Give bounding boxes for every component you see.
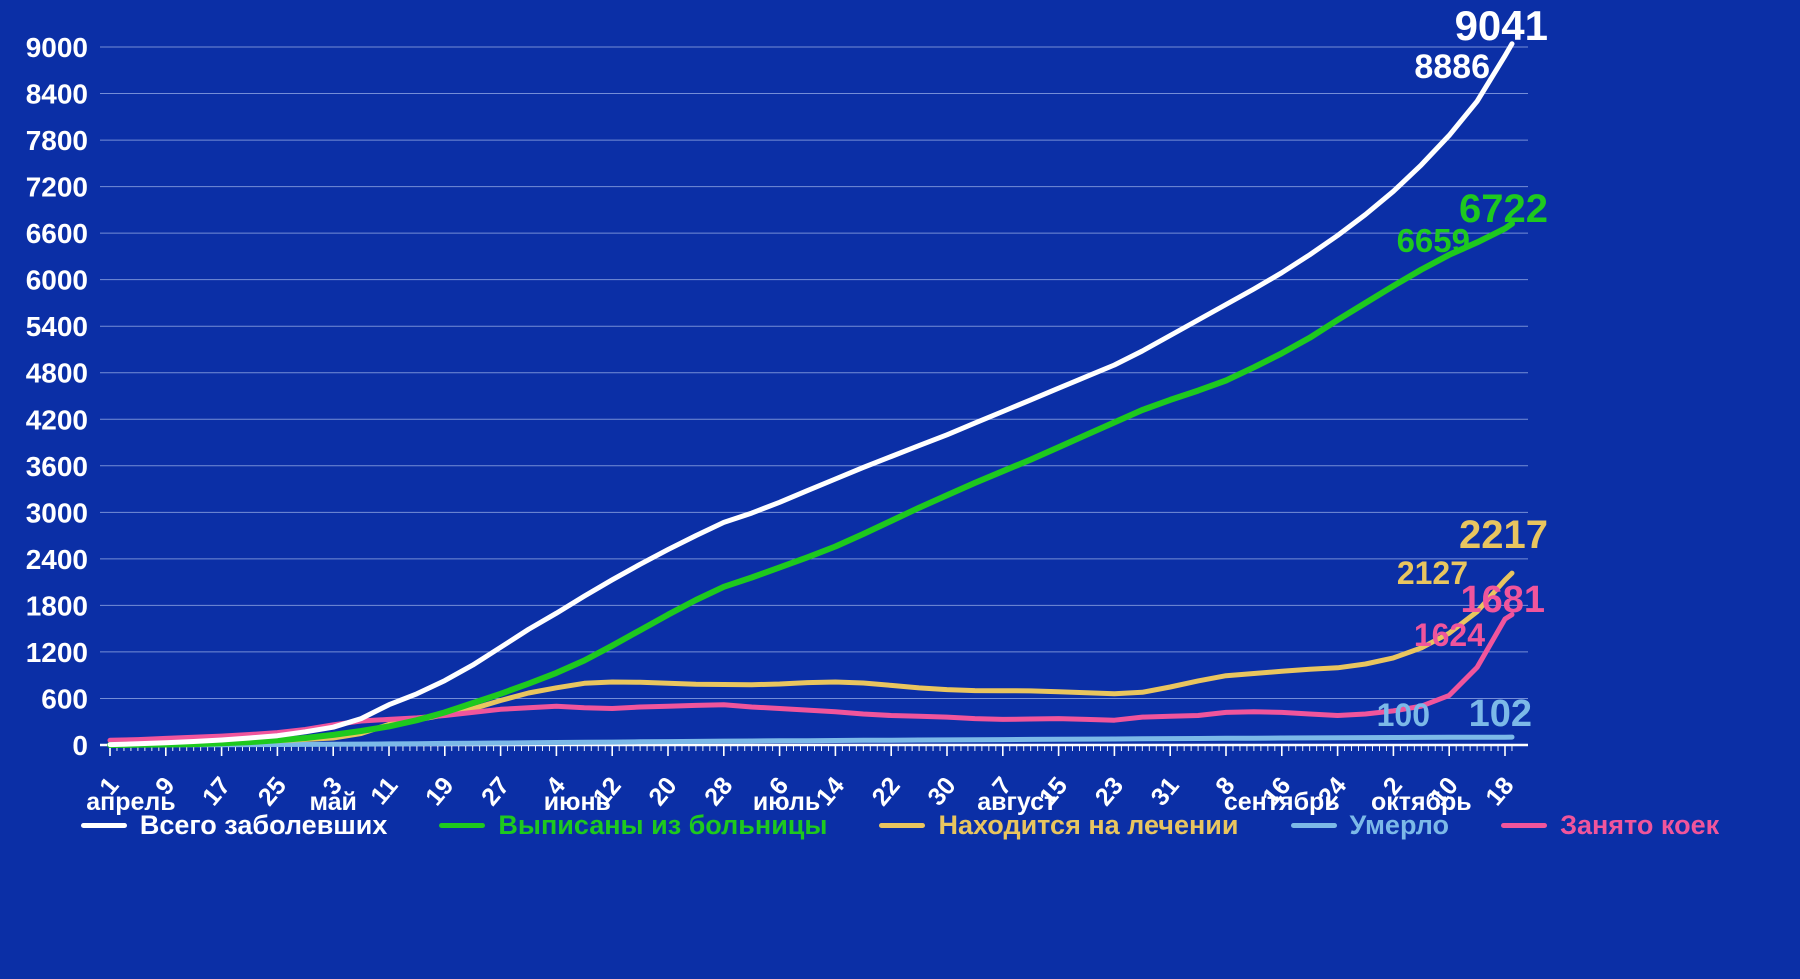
- legend-swatch-treatment: [879, 823, 926, 828]
- y-tick-label: 4200: [26, 404, 88, 435]
- y-tick-label: 6600: [26, 218, 88, 249]
- x-tick-label: 23: [1090, 772, 1129, 811]
- month-label: апрель: [86, 788, 175, 816]
- series-line-treatment: [107, 570, 1515, 748]
- y-tick-label: 2400: [26, 544, 88, 575]
- legend-item-beds: Занято коек: [1501, 812, 1719, 839]
- y-tick-label: 1800: [26, 590, 88, 621]
- y-tick-label: 8400: [26, 79, 88, 110]
- series-line-discharged: [107, 220, 1515, 748]
- legend-item-discharged: Выписаны из больницы: [439, 812, 827, 839]
- value-label-total: 8886: [1414, 48, 1490, 86]
- value-label-total: 9041: [1455, 2, 1548, 49]
- month-label: октябрь: [1371, 788, 1472, 816]
- series-line-total: [107, 41, 1515, 748]
- value-label-treatment: 2127: [1397, 555, 1468, 591]
- legend-item-treatment: Находится на лечении: [879, 810, 1239, 840]
- x-tick-label: 22: [866, 772, 905, 811]
- x-tick-label: 20: [643, 772, 682, 811]
- y-tick-label: 6000: [26, 265, 88, 296]
- x-tick-label: 30: [922, 772, 961, 811]
- y-tick-label: 600: [41, 683, 88, 714]
- legend-item-total: Всего заболевших: [80, 810, 388, 840]
- y-tick-label: 9000: [26, 32, 88, 63]
- y-tick-label: 5400: [26, 311, 88, 342]
- month-label: май: [309, 788, 356, 816]
- y-tick-label: 0: [72, 730, 88, 761]
- y-tick-label: 3600: [26, 451, 88, 482]
- x-tick-label: 31: [1145, 772, 1184, 811]
- series-line-beds: [107, 612, 1515, 743]
- legend-swatch-beds: [1501, 823, 1548, 828]
- value-label-beds: 1681: [1460, 579, 1545, 621]
- legend: Всего заболевших Выписаны из больницы Нахо…: [0, 812, 1800, 839]
- month-label: август: [977, 788, 1056, 816]
- legend-label-treatment: Находится на лечении: [938, 810, 1239, 840]
- legend-swatch-discharged: [439, 823, 486, 828]
- y-axis: 0 600 1200 1800 2400 3000 3600 4200 4800 5400 6000…: [26, 32, 88, 761]
- month-label: сентябрь: [1224, 788, 1340, 816]
- x-tick-label: 25: [253, 772, 292, 811]
- value-label-deaths: 100: [1377, 697, 1430, 733]
- x-tick-label: 17: [197, 772, 236, 811]
- value-label-discharged: 6659: [1397, 222, 1470, 259]
- value-label-discharged: 6722: [1459, 187, 1548, 231]
- y-tick-label: 4800: [26, 358, 88, 389]
- y-tick-label: 3000: [26, 497, 88, 528]
- month-label: июль: [753, 788, 820, 816]
- series-line-deaths: [107, 734, 1515, 748]
- series-lines: [107, 41, 1515, 748]
- x-tick-label: 18: [1480, 772, 1519, 811]
- value-label-beds: 1624: [1414, 617, 1485, 653]
- x-tick-label: 28: [699, 772, 738, 811]
- y-tick-label: 7200: [26, 172, 88, 203]
- value-label-deaths: 102: [1469, 693, 1532, 735]
- legend-label-total: Всего заболевших: [139, 810, 388, 840]
- legend-label-beds: Занято коек: [1560, 810, 1720, 840]
- value-label-treatment: 2217: [1459, 513, 1548, 557]
- x-tick-label: 11: [365, 772, 403, 810]
- legend-label-discharged: Выписаны из больницы: [498, 810, 828, 840]
- legend-swatch-deaths: [1290, 823, 1337, 828]
- legend-item-deaths: Умерло: [1290, 810, 1450, 840]
- x-tick-label: 19: [420, 772, 459, 811]
- y-tick-label: 1200: [26, 637, 88, 668]
- month-labels: апрель май июнь июль август сентябрь октябрь: [86, 788, 1471, 816]
- month-label: июнь: [544, 788, 611, 816]
- legend-swatch-total: [80, 823, 127, 828]
- y-tick-label: 7800: [26, 125, 88, 156]
- x-tick-label: 27: [476, 772, 515, 811]
- gridlines: [100, 46, 1528, 699]
- legend-label-deaths: Умерло: [1349, 810, 1450, 840]
